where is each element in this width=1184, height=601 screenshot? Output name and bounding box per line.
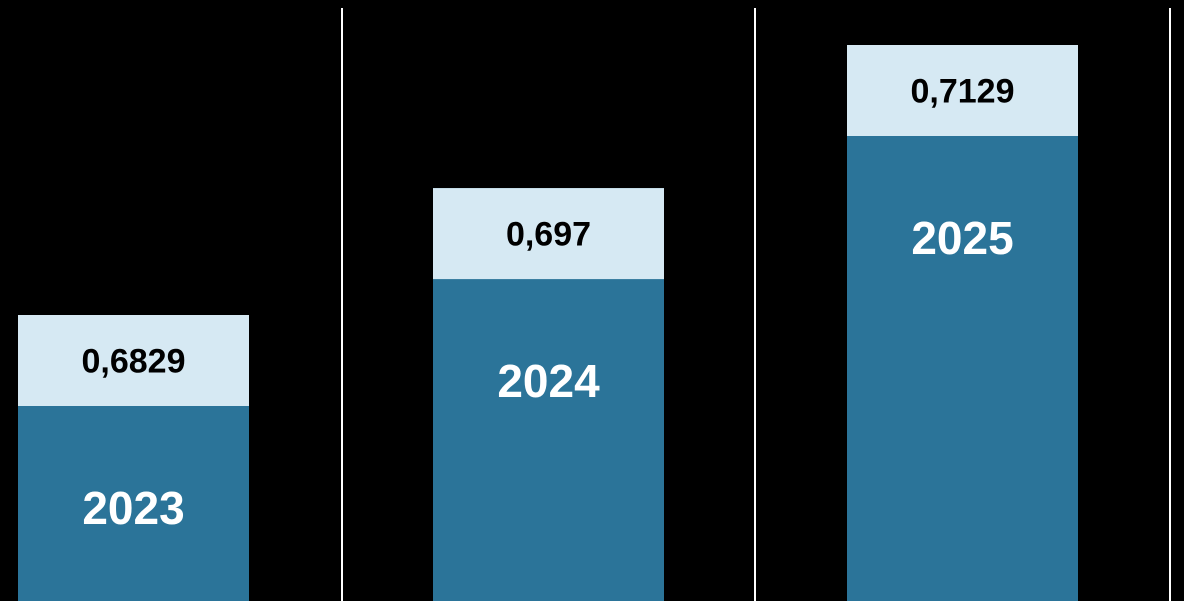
bar-series: 0,6829 2023 0,697 2024 0,7129 2025: [18, 45, 1078, 601]
bar-group: 0,7129 2025: [847, 45, 1078, 601]
bar-value-label: 0,6829: [82, 343, 186, 381]
column-separators: [341, 8, 1171, 601]
category-label: 2024: [497, 355, 600, 407]
bar-group: 0,6829 2023: [18, 315, 249, 601]
category-label: 2023: [82, 482, 184, 534]
category-label: 2025: [911, 212, 1013, 264]
bar-cap: [847, 45, 1078, 136]
bar: [847, 45, 1078, 601]
bar-cap: [18, 315, 249, 406]
bar-value-label: 0,697: [506, 216, 591, 254]
bar-value-label: 0,7129: [911, 73, 1015, 111]
bar-group: 0,697 2024: [433, 188, 664, 601]
bar-cap: [433, 188, 664, 280]
